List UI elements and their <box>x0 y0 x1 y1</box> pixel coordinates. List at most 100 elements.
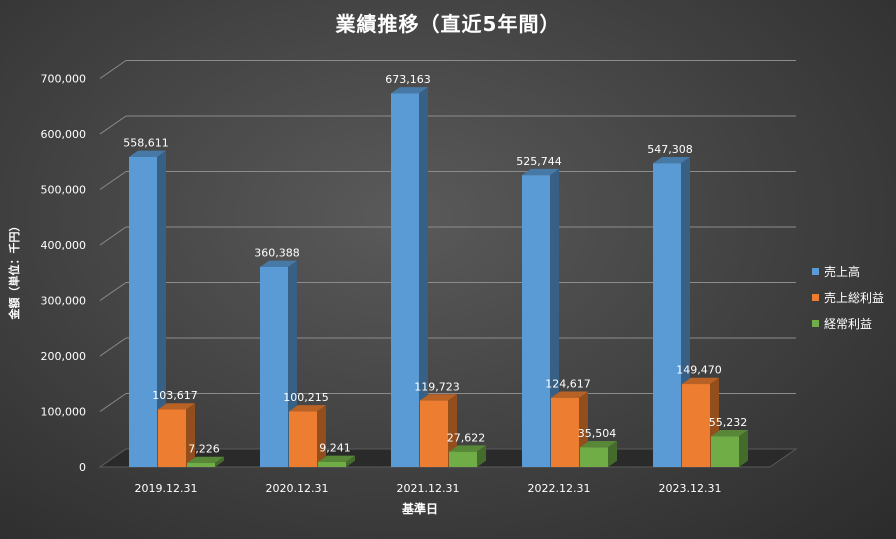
bar-top <box>522 168 559 176</box>
bar-side <box>739 430 748 467</box>
bar-front <box>318 461 346 467</box>
gridline-depth <box>99 60 127 79</box>
bar-top <box>580 440 617 448</box>
legend-swatch-gross-profit <box>812 293 819 301</box>
x-axis-title: 基準日 <box>401 502 438 516</box>
bar-top <box>682 377 719 385</box>
data-label: 35,504 <box>578 427 617 440</box>
bar-2-0 <box>187 456 224 467</box>
label-layer: 558,611 103,617 7,226 360,388 100,215 9,241 67… <box>123 73 747 456</box>
bar-top <box>551 391 588 398</box>
bar-1-0 <box>158 403 195 467</box>
data-label: 55,232 <box>709 416 748 429</box>
bar-side <box>215 456 224 467</box>
legend-item-ordinary-profit: 経常利益 <box>812 310 884 336</box>
bar-top <box>449 445 486 452</box>
chart-title: 業績推移（直近5年間） <box>335 12 561 36</box>
bar-layer <box>129 87 748 468</box>
legend: 売上高 売上総利益 経常利益 <box>812 258 884 336</box>
gridline-depth <box>99 115 127 135</box>
legend-label-sales: 売上高 <box>824 264 861 279</box>
legend-item-sales: 売上高 <box>812 258 884 284</box>
y-axis-title: 金額（単位：千円） <box>8 220 21 320</box>
y-tick-label: 400,000 <box>41 239 87 252</box>
bar-0-2 <box>391 87 428 467</box>
bar-front <box>187 462 215 467</box>
bar-front <box>653 163 681 467</box>
bar-side <box>186 403 195 467</box>
bar-0-3 <box>522 168 559 467</box>
y-tick-label: 200,000 <box>41 350 87 363</box>
legend-label-gross-profit: 売上総利益 <box>824 290 885 305</box>
bar-front <box>711 436 739 467</box>
bar-1-1 <box>289 405 326 467</box>
axis-layer: 0 100,000 200,000 300,000 400,000 500,000 600,… <box>41 73 722 496</box>
bar-side <box>608 440 617 467</box>
data-label: 547,308 <box>647 143 693 156</box>
bar-side <box>157 150 166 467</box>
bar-top <box>187 456 224 463</box>
bar-top <box>420 394 457 401</box>
bar-front <box>580 447 608 467</box>
data-label: 673,163 <box>385 73 431 86</box>
bar-side <box>419 87 428 467</box>
x-tick-label: 2019.12.31 <box>135 482 198 495</box>
data-label: 100,215 <box>283 391 329 404</box>
x-tick-label: 2023.12.31 <box>659 482 722 495</box>
data-label: 9,241 <box>319 442 351 455</box>
bar-top <box>653 156 690 164</box>
data-label: 558,611 <box>123 137 169 150</box>
bar-top <box>129 150 166 157</box>
bar-2-3 <box>580 440 617 467</box>
y-tick-label: 0 <box>79 461 86 474</box>
gridline-depth <box>99 337 127 357</box>
bar-top <box>260 260 297 267</box>
legend-item-gross-profit: 売上総利益 <box>812 284 884 310</box>
y-tick-label: 500,000 <box>41 184 87 197</box>
gridline-depth <box>99 393 127 412</box>
legend-swatch-sales <box>812 267 819 275</box>
y-tick-label: 600,000 <box>41 128 87 141</box>
bar-side <box>317 405 326 467</box>
bar-top <box>289 405 326 412</box>
bar-front <box>289 411 317 467</box>
bar-front <box>551 397 579 467</box>
bar-top <box>391 87 428 94</box>
gridline-depth <box>99 171 127 190</box>
legend-swatch-ordinary-profit <box>812 319 819 327</box>
data-label: 360,388 <box>254 247 300 260</box>
bar-2-1 <box>318 455 355 467</box>
y-tick-label: 700,000 <box>41 73 87 86</box>
data-label: 149,470 <box>676 364 722 377</box>
bar-2-4 <box>711 430 748 467</box>
bar-top <box>158 403 195 410</box>
bar-front <box>260 266 288 467</box>
data-label: 525,744 <box>516 155 562 168</box>
x-tick-label: 2020.12.31 <box>266 482 329 495</box>
bar-top <box>318 455 355 462</box>
data-label: 27,622 <box>447 431 486 444</box>
bar-front <box>129 156 157 468</box>
bar-front <box>522 175 550 467</box>
bar-side <box>477 445 486 467</box>
y-tick-label: 300,000 <box>41 295 87 308</box>
data-label: 124,617 <box>545 378 591 391</box>
x-tick-label: 2021.12.31 <box>397 482 460 495</box>
bar-top <box>711 430 748 437</box>
legend-label-ordinary-profit: 経常利益 <box>824 316 873 331</box>
bar-0-0 <box>129 150 166 468</box>
data-label: 7,226 <box>188 443 220 456</box>
bar-side <box>346 455 355 467</box>
gridline-depth <box>99 226 127 246</box>
bar-2-2 <box>449 445 486 467</box>
data-label: 103,617 <box>152 389 198 402</box>
y-tick-label: 100,000 <box>41 406 87 419</box>
gridline-depth <box>99 282 127 301</box>
bar-front <box>449 451 477 467</box>
bar-front <box>682 384 710 467</box>
bar-side <box>550 168 559 467</box>
x-tick-label: 2022.12.31 <box>528 482 591 495</box>
data-label: 119,723 <box>414 380 460 393</box>
bar-front <box>420 400 448 467</box>
